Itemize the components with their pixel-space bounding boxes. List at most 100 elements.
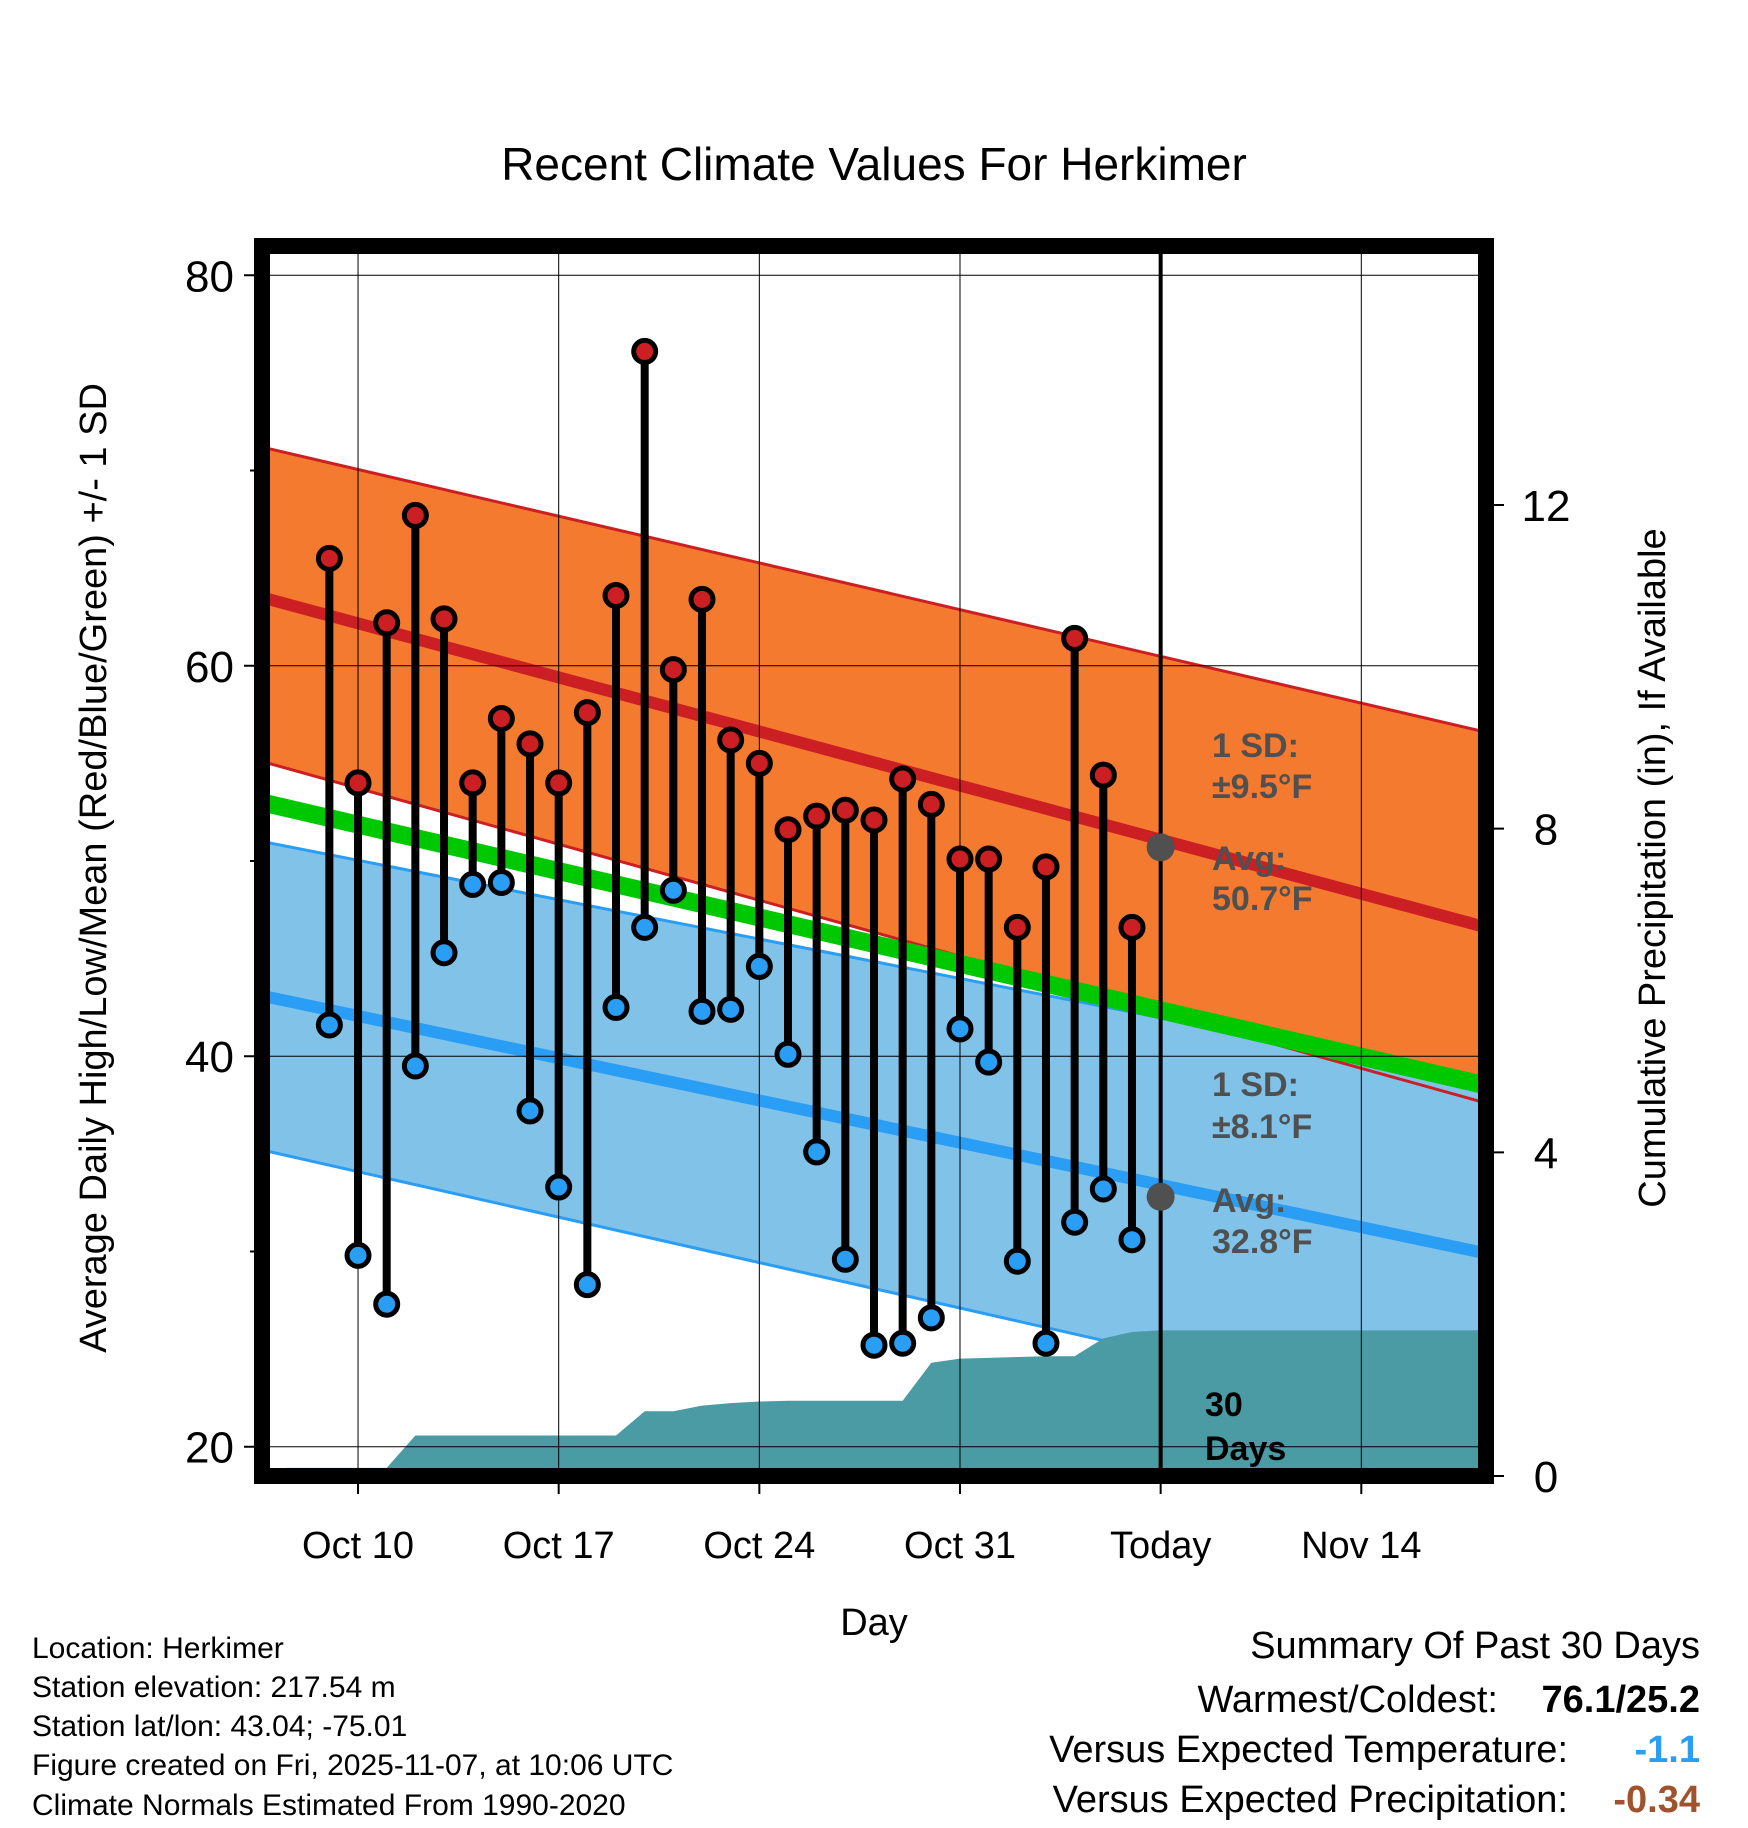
low-point [344,1241,372,1269]
low-point [631,913,659,941]
low-point [373,1290,401,1318]
high-point [602,581,630,609]
period-label-line-2: Days [1205,1430,1286,1468]
info-elevation: Station elevation: 217.54 m [32,1671,396,1704]
axis-ticks: 20 40 60 80 0 4 8 12 Oct 10 Oct 17 Oct 24 Oct 31 Tod… [185,252,1570,1567]
info-created: Figure created on Fri, 2025-11-07, at 10… [32,1749,673,1782]
low-point [545,1173,573,1201]
y-tick-label: 40 [185,1033,234,1082]
y2-tick-label: 4 [1534,1129,1558,1178]
low-point [1003,1247,1031,1275]
high-point [717,726,745,754]
info-normals: Climate Normals Estimated From 1990-2020 [32,1789,626,1822]
summary-panel: Summary Of Past 30 Days Warmest/Coldest:… [1049,1625,1700,1821]
high-sd-value: ±9.5°F [1212,768,1312,806]
low-point [602,993,630,1021]
y-tick-label: 80 [185,252,234,301]
annotation-group: 1 SD: ±9.5°F Avg: 50.7°F 1 SD: ±8.1°F Av… [1146,727,1313,1468]
low-point [516,1097,544,1125]
high-avg-label: Avg: [1212,840,1286,878]
info-location: Location: Herkimer [32,1632,284,1665]
low-point [573,1271,601,1299]
high-point [344,769,372,797]
low-point [745,952,773,980]
x-axis-label: Day [840,1602,908,1644]
low-avg-label: Avg: [1212,1182,1286,1220]
x-tick-label: Oct 24 [703,1525,815,1567]
y2-axis-label: Cumulative Precipitation (in), If Availa… [1632,528,1674,1207]
x-tick-label: Today [1110,1525,1211,1567]
high-point [1032,853,1060,881]
high-point [860,806,888,834]
summary-title: Summary Of Past 30 Days [1250,1625,1700,1667]
summary-temp-label: Versus Expected Temperature: [1049,1729,1568,1771]
y2-tick-label: 12 [1522,482,1571,531]
low-point [889,1329,917,1357]
low-point [1032,1329,1060,1357]
y-tick-label: 60 [185,643,234,692]
high-point [889,765,917,793]
station-info: Location: Herkimer Station elevation: 21… [32,1632,673,1822]
chart-title: Recent Climate Values For Herkimer [501,138,1247,190]
x-tick-label: Oct 31 [904,1525,1016,1567]
low-point [917,1304,945,1332]
high-point [573,699,601,727]
high-point [946,845,974,873]
y2-tick-label: 0 [1534,1453,1558,1502]
high-point [1118,913,1146,941]
high-point [975,845,1003,873]
low-point [860,1331,888,1359]
period-label: 30 Days [1205,1386,1286,1468]
summary-precip-value: -0.34 [1613,1779,1700,1821]
low-point [430,939,458,967]
low-point [459,870,487,898]
summary-warmest-value: 76.1/25.2 [1542,1679,1700,1721]
low-sd-label: 1 SD: [1212,1066,1299,1104]
x-tick-label: Oct 17 [503,1525,615,1567]
summary-warmest-label: Warmest/Coldest: [1197,1679,1498,1721]
daily-range-group [315,337,1146,1359]
low-sd-value: ±8.1°F [1212,1108,1312,1146]
high-point [545,769,573,797]
high-avg-value: 50.7°F [1212,880,1313,918]
high-point [659,656,687,684]
period-label-line-1: 30 [1205,1386,1243,1424]
high-point [401,501,429,529]
high-point [459,769,487,797]
x-tick-label: Nov 14 [1301,1525,1421,1567]
low-point [401,1052,429,1080]
low-point [717,995,745,1023]
high-point [516,730,544,758]
high-point [745,749,773,777]
low-avg-marker [1146,1182,1175,1211]
high-point [373,609,401,637]
high-point [774,816,802,844]
high-upper-line [262,445,1486,734]
summary-temp-value: -1.1 [1635,1729,1700,1771]
info-latlon: Station lat/lon: 43.04; -75.01 [32,1710,407,1743]
low-point [831,1245,859,1273]
high-sd-band [262,447,1486,1104]
y2-tick-label: 8 [1534,806,1558,855]
low-point [774,1040,802,1068]
low-point [946,1015,974,1043]
high-point [315,544,343,572]
y-axis-label: Average Daily High/Low/Mean (Red/Blue/Gr… [73,383,115,1353]
low-point [688,997,716,1025]
high-point [1089,761,1117,789]
high-point [803,802,831,830]
high-point [1061,624,1089,652]
low-point [1118,1226,1146,1254]
high-point [1003,913,1031,941]
low-point [487,868,515,896]
low-point [315,1011,343,1039]
high-mean-line [262,591,1486,934]
low-point [803,1138,831,1166]
high-point [688,585,716,613]
high-point [487,704,515,732]
precip-area [272,1330,1486,1476]
summary-precip-label: Versus Expected Precipitation: [1053,1779,1568,1821]
x-tick-label: Oct 10 [302,1525,414,1567]
high-point [917,790,945,818]
